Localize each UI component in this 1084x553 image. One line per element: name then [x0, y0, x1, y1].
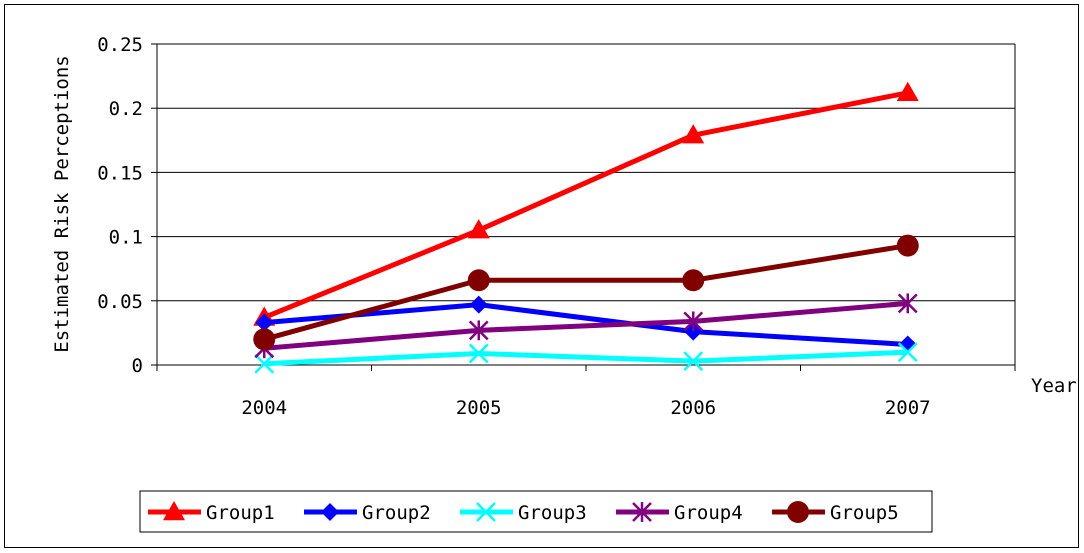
- y-tick-label: 0.05: [97, 291, 143, 313]
- legend-item-group2: Group2: [304, 502, 431, 524]
- x-tick-label: 2007: [885, 397, 931, 419]
- data-point: [683, 351, 704, 372]
- x-axis-title: Year: [1031, 375, 1077, 397]
- legend-label: Group2: [362, 502, 431, 524]
- x-tick-label: 2006: [670, 397, 716, 419]
- series-group1: [253, 81, 919, 326]
- data-point: [254, 353, 275, 374]
- y-tick-label: 0: [132, 355, 143, 377]
- data-point: [469, 295, 488, 314]
- data-point: [163, 501, 185, 521]
- legend-item-group1: Group1: [148, 501, 275, 524]
- legend: Group1 Group2 Group3 Group4 Group5: [139, 490, 933, 533]
- data-point: [253, 328, 276, 351]
- data-point: [897, 342, 918, 363]
- series-line: [264, 302, 908, 347]
- chart-frame: [4, 4, 1079, 548]
- legend-item-group4: Group4: [616, 502, 743, 524]
- legend-label: Group1: [206, 502, 275, 524]
- series-line: [263, 243, 909, 342]
- series-lines: [253, 81, 919, 374]
- x-axis-ticks: 2004 2005 2006 2007: [156, 365, 1016, 419]
- y-axis-ticks: 0 0.05 0.1 0.15 0.2 0.25: [97, 34, 157, 377]
- data-point: [897, 293, 918, 314]
- y-tick-label: 0.25: [97, 34, 143, 56]
- series-line: [264, 300, 908, 351]
- data-point: [321, 503, 339, 521]
- data-point: [896, 234, 919, 257]
- x-tick-label: 2004: [241, 397, 287, 419]
- x-tick-label: 2005: [456, 397, 502, 419]
- legend-label: Group4: [674, 502, 743, 524]
- data-point: [682, 124, 705, 144]
- data-point: [255, 313, 274, 332]
- y-axis-title: Estimated Risk Perceptions: [51, 55, 73, 352]
- series-group5: [253, 234, 919, 351]
- y-tick-label: 0.1: [109, 227, 143, 249]
- data-point: [467, 269, 490, 292]
- series-line: [264, 349, 908, 367]
- data-point: [468, 320, 489, 341]
- data-point: [682, 269, 705, 292]
- data-point: [787, 501, 809, 523]
- legend-label: Group5: [830, 502, 899, 524]
- legend-label: Group3: [518, 502, 587, 524]
- data-point: [467, 219, 490, 239]
- y-tick-label: 0.15: [97, 162, 143, 184]
- series-line: [263, 90, 909, 320]
- series-group4: [254, 293, 918, 359]
- data-point: [632, 502, 652, 522]
- data-point: [476, 502, 496, 522]
- legend-item-group3: Group3: [460, 502, 587, 524]
- legend-item-group5: Group5: [772, 501, 899, 524]
- y-tick-label: 0.2: [109, 98, 143, 120]
- data-point: [683, 311, 704, 332]
- series-group3: [254, 342, 918, 374]
- gridlines: [157, 43, 1015, 302]
- data-point: [468, 343, 489, 364]
- data-point: [896, 81, 919, 102]
